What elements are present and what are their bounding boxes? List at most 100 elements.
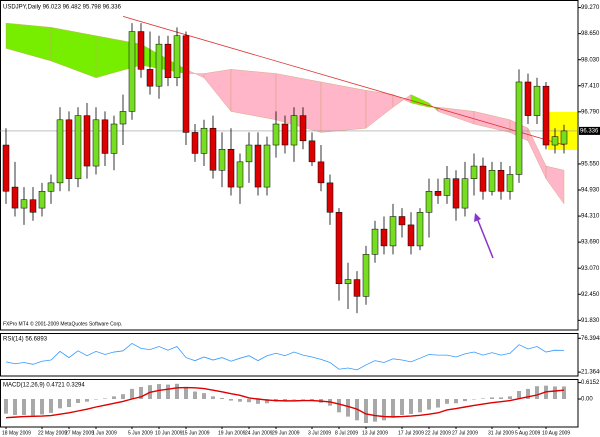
candle-body bbox=[452, 178, 460, 209]
macd-bar bbox=[526, 388, 530, 399]
candle-body bbox=[425, 191, 433, 213]
macd-bar bbox=[454, 399, 458, 404]
y-tick-label: 0.00 bbox=[581, 397, 593, 403]
macd-bar bbox=[265, 399, 269, 404]
candle-body bbox=[407, 224, 415, 247]
macd-bar bbox=[436, 399, 440, 408]
candle-body bbox=[218, 148, 226, 171]
macd-bar bbox=[517, 391, 521, 399]
macd-bar bbox=[391, 399, 395, 418]
y-tick-label: 93.690 bbox=[581, 240, 600, 246]
x-tick-label: 22 May 2009 bbox=[38, 430, 67, 436]
macd-bar bbox=[499, 397, 503, 399]
macd-bar bbox=[103, 398, 107, 399]
candle-body bbox=[101, 119, 109, 154]
macd-bar bbox=[229, 399, 233, 401]
last-price-box bbox=[579, 126, 600, 135]
candle-body bbox=[362, 254, 370, 297]
candle-body bbox=[524, 81, 532, 116]
candle-body bbox=[146, 69, 154, 87]
candle-body bbox=[128, 31, 136, 112]
candle-body bbox=[182, 35, 190, 133]
candle-body bbox=[470, 165, 478, 179]
candle-body bbox=[272, 123, 280, 146]
y-tick-label: 98.650 bbox=[581, 31, 600, 37]
macd-bar bbox=[112, 396, 116, 399]
candle-body bbox=[245, 144, 253, 163]
macd-bar bbox=[247, 399, 251, 403]
macd-bar bbox=[211, 396, 215, 399]
cloud-segment bbox=[230, 69, 277, 121]
main-title: USDJPY,Daily 96.023 96.482 95.798 96.336 bbox=[3, 5, 122, 11]
cloud-segment bbox=[320, 81, 367, 133]
candle-body bbox=[515, 81, 523, 175]
macd-bar bbox=[13, 399, 17, 415]
macd-bar bbox=[373, 399, 377, 422]
candle-body bbox=[137, 31, 145, 70]
y-tick-label: 93.070 bbox=[581, 266, 600, 272]
candle-body bbox=[542, 85, 550, 146]
x-tick-label: 17 Jul 2009 bbox=[398, 430, 424, 436]
candle-body bbox=[308, 140, 316, 163]
x-tick-label: 27 Jul 2009 bbox=[452, 430, 478, 436]
candle-body bbox=[497, 170, 505, 192]
candle-body bbox=[299, 115, 307, 142]
candle-body bbox=[110, 123, 118, 154]
macd-bar bbox=[481, 398, 485, 399]
macd-bar bbox=[310, 399, 314, 401]
macd-bar bbox=[94, 399, 98, 400]
candle-body bbox=[20, 199, 28, 209]
macd-bar bbox=[40, 399, 44, 415]
y-tick-label: 94.310 bbox=[581, 214, 600, 220]
rsi-title: RSI(14) 56.6893 bbox=[3, 337, 48, 343]
macd-bar bbox=[220, 397, 224, 399]
x-tick-label: 3 Jul 2009 bbox=[308, 430, 331, 436]
x-tick-label: 5 Jun 2009 bbox=[128, 430, 153, 436]
x-tick-label: 8 Jul 2009 bbox=[335, 430, 358, 436]
candle-body bbox=[317, 161, 325, 184]
x-tick-label: 22 Jul 2009 bbox=[425, 430, 451, 436]
candle-body bbox=[74, 115, 82, 179]
macd-bar bbox=[202, 393, 206, 399]
candle-body bbox=[488, 170, 496, 192]
candle-body bbox=[326, 182, 334, 213]
x-tick-label: 19 Jun 2009 bbox=[218, 430, 246, 436]
x-tick-label: 24 Jun 2009 bbox=[245, 430, 273, 436]
x-tick-label: 29 Jun 2009 bbox=[272, 430, 300, 436]
candle-body bbox=[191, 132, 199, 154]
macd-bar bbox=[382, 399, 386, 421]
macd-bar bbox=[490, 397, 494, 399]
x-tick-label: 27 May 2009 bbox=[65, 430, 94, 436]
macd-bar bbox=[400, 399, 404, 415]
arrow-head bbox=[474, 213, 481, 222]
candle-body bbox=[434, 191, 442, 196]
macd-bar bbox=[562, 386, 566, 399]
y-tick-label: 76.3948 bbox=[581, 336, 600, 342]
macd-bar bbox=[175, 383, 179, 399]
candle-body bbox=[119, 111, 127, 125]
candle-body bbox=[551, 136, 559, 146]
macd-bar bbox=[418, 399, 422, 413]
macd-bar bbox=[535, 386, 539, 399]
macd-bar bbox=[553, 386, 557, 399]
candle-body bbox=[56, 119, 64, 184]
candle-body bbox=[155, 43, 163, 87]
candle-body bbox=[281, 123, 289, 146]
trendline bbox=[122, 16, 565, 146]
macd-bar bbox=[49, 399, 53, 413]
candle-body bbox=[344, 279, 352, 285]
candle-body bbox=[263, 144, 271, 188]
candle-body bbox=[47, 182, 55, 192]
y-tick-label: 99.270 bbox=[581, 5, 600, 11]
macd-bar bbox=[346, 399, 350, 417]
macd-bar bbox=[463, 399, 467, 402]
x-tick-label: 18 May 2009 bbox=[2, 430, 31, 436]
signal-line bbox=[5, 386, 565, 419]
candle-body bbox=[533, 85, 541, 116]
macd-bar bbox=[58, 399, 62, 409]
macd-bar bbox=[337, 399, 341, 413]
macd-bar bbox=[130, 388, 134, 399]
candle-body bbox=[461, 178, 469, 209]
candle-body bbox=[254, 144, 262, 188]
candle-body bbox=[92, 119, 100, 167]
